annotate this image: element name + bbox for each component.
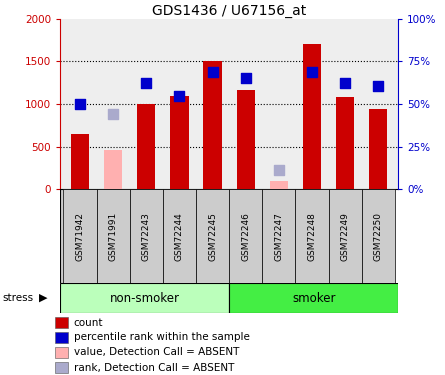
Text: smoker: smoker xyxy=(292,292,336,304)
Bar xyxy=(55,317,68,328)
Text: GSM72246: GSM72246 xyxy=(241,212,250,261)
Point xyxy=(342,80,349,86)
Bar xyxy=(229,189,263,283)
Text: GSM72248: GSM72248 xyxy=(307,212,316,261)
Bar xyxy=(336,97,354,189)
Bar xyxy=(170,96,189,189)
Point xyxy=(209,69,216,75)
Bar xyxy=(295,189,329,283)
Bar xyxy=(137,104,155,189)
Text: ▶: ▶ xyxy=(39,293,48,303)
Point xyxy=(77,101,84,107)
Text: rank, Detection Call = ABSENT: rank, Detection Call = ABSENT xyxy=(74,363,234,372)
Point xyxy=(275,167,283,173)
Bar xyxy=(196,189,229,283)
Bar xyxy=(55,347,68,358)
Bar xyxy=(71,134,89,189)
Bar xyxy=(97,189,129,283)
Bar xyxy=(55,332,68,343)
Text: GSM72250: GSM72250 xyxy=(374,212,383,261)
Point xyxy=(375,83,382,89)
Bar xyxy=(369,109,388,189)
Point xyxy=(109,111,117,117)
Point xyxy=(242,75,249,81)
Text: non-smoker: non-smoker xyxy=(109,292,180,304)
Text: percentile rank within the sample: percentile rank within the sample xyxy=(74,333,250,342)
Text: GSM71991: GSM71991 xyxy=(109,211,117,261)
Point xyxy=(308,69,316,75)
Bar xyxy=(55,362,68,373)
Text: GSM71942: GSM71942 xyxy=(76,212,85,261)
Point xyxy=(143,80,150,86)
Bar xyxy=(63,189,97,283)
Bar xyxy=(263,189,295,283)
Text: GSM72243: GSM72243 xyxy=(142,212,151,261)
Bar xyxy=(303,44,321,189)
Text: count: count xyxy=(74,318,103,327)
Bar xyxy=(60,283,229,313)
Bar xyxy=(129,189,163,283)
Point xyxy=(176,93,183,99)
Bar xyxy=(329,189,362,283)
Title: GDS1436 / U67156_at: GDS1436 / U67156_at xyxy=(152,4,306,18)
Bar xyxy=(163,189,196,283)
Text: stress: stress xyxy=(2,293,33,303)
Bar xyxy=(203,62,222,189)
Text: GSM72247: GSM72247 xyxy=(275,212,283,261)
Bar xyxy=(104,150,122,189)
Text: GSM72245: GSM72245 xyxy=(208,212,217,261)
Bar xyxy=(362,189,395,283)
Text: GSM72244: GSM72244 xyxy=(175,212,184,261)
Text: value, Detection Call = ABSENT: value, Detection Call = ABSENT xyxy=(74,348,239,357)
Bar xyxy=(229,283,398,313)
Text: GSM72249: GSM72249 xyxy=(341,212,350,261)
Bar xyxy=(270,181,288,189)
Bar xyxy=(237,90,255,189)
